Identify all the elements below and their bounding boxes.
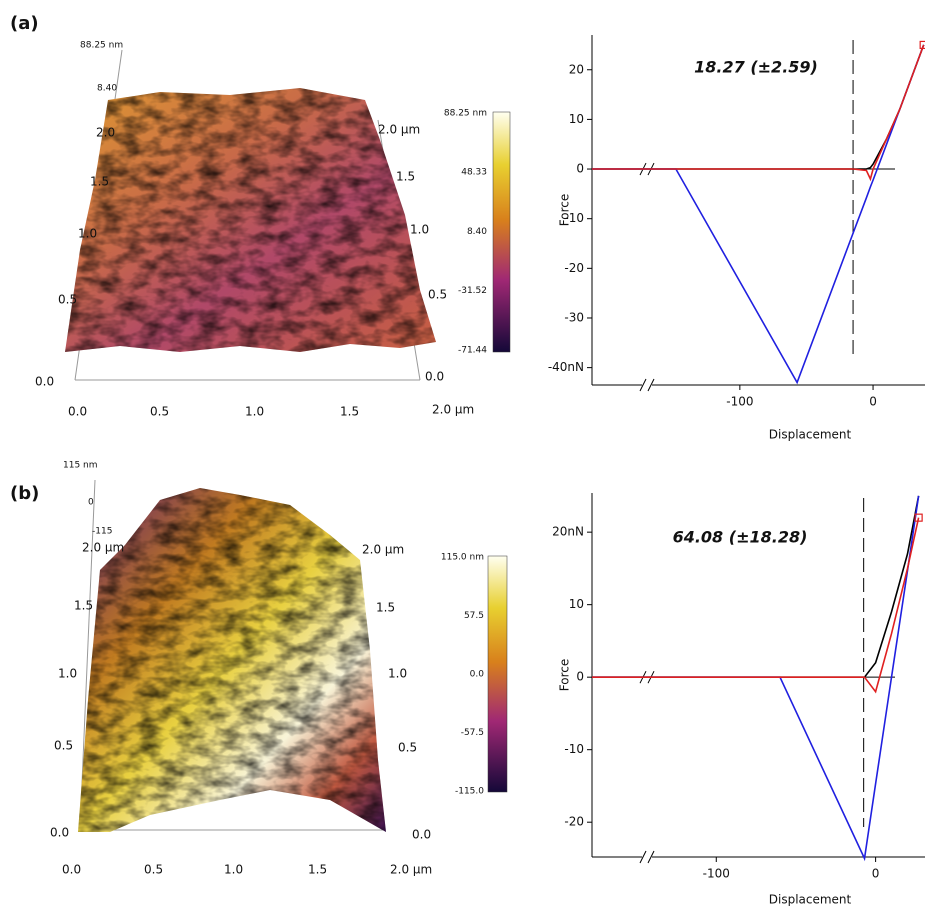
force-curve bbox=[592, 495, 920, 678]
afm-image-b bbox=[78, 479, 508, 832]
y-tick-label: 10 bbox=[569, 112, 584, 126]
z-tick-label: -115 bbox=[92, 527, 112, 537]
z-scale-label: 115 nm bbox=[63, 461, 98, 471]
colorbar-label: 48.33 bbox=[461, 168, 487, 178]
y-tick-label: 0 bbox=[576, 162, 584, 176]
depth-tick-label: 0.5 bbox=[398, 741, 417, 755]
x-tick-label: 0.5 bbox=[150, 405, 169, 419]
y-tick-label: 0.0 bbox=[35, 375, 54, 389]
depth-tick-label: 0.5 bbox=[428, 288, 447, 302]
x-tick-label: 1.5 bbox=[340, 405, 359, 419]
x-tick-label: 1.0 bbox=[245, 405, 264, 419]
y-tick-label: -20 bbox=[564, 815, 584, 829]
colorbar-label: 0.0 bbox=[470, 670, 485, 680]
curve-marker bbox=[914, 513, 923, 522]
y-tick-label: 2.0 µm bbox=[82, 541, 124, 555]
afm-texture bbox=[78, 488, 386, 832]
z-scale-label: 88.25 nm bbox=[80, 41, 123, 51]
x-tick-label: -100 bbox=[726, 395, 753, 409]
panel-label: (b) bbox=[10, 483, 39, 504]
panel-label: (a) bbox=[10, 13, 39, 34]
y-tick-label: 0.5 bbox=[54, 739, 73, 753]
colorbar-label: -31.52 bbox=[458, 286, 487, 296]
axis-break bbox=[642, 851, 652, 863]
y-tick-label: 1.0 bbox=[78, 227, 97, 241]
y-tick-label: 20nN bbox=[552, 525, 584, 539]
x-tick-label: 0 bbox=[869, 395, 877, 409]
afm-image-a bbox=[65, 49, 511, 381]
x-tick-label: 1.5 bbox=[308, 863, 327, 877]
y-tick-label: 1.0 bbox=[58, 667, 77, 681]
y-tick-label: 0 bbox=[576, 670, 584, 684]
annotation: 64.08 (±18.28) bbox=[673, 528, 808, 547]
x-tick-label: -100 bbox=[703, 867, 730, 881]
depth-tick-label: 2.0 µm bbox=[362, 543, 404, 557]
colorbar-label: 8.40 bbox=[467, 227, 487, 237]
colorbar-label: -57.5 bbox=[461, 728, 484, 738]
y-tick-label: 1.5 bbox=[90, 175, 109, 189]
x-tick-label: 0.0 bbox=[62, 863, 81, 877]
depth-tick-label: 2.0 µm bbox=[378, 123, 420, 137]
x-tick-label: 0 bbox=[872, 867, 880, 881]
y-tick-label: 10 bbox=[569, 597, 584, 611]
y-axis-label: Force bbox=[558, 659, 572, 691]
depth-tick-label: 1.5 bbox=[376, 601, 395, 615]
depth-tick-label: 0.0 bbox=[425, 370, 444, 384]
x-tick-label: 1.0 bbox=[224, 863, 243, 877]
y-tick-label: 20 bbox=[569, 62, 584, 76]
y-tick-label: 0.5 bbox=[58, 293, 77, 307]
x-tick-label: 2.0 µm bbox=[390, 863, 432, 877]
x-axis-label: Displacement bbox=[769, 893, 852, 907]
colorbar-label: 88.25 nm bbox=[444, 109, 487, 119]
colorbar-label: -115.0 bbox=[455, 787, 484, 797]
colorbar-label: 57.5 bbox=[464, 611, 484, 621]
depth-tick-label: 0.0 bbox=[412, 828, 431, 842]
axis-break bbox=[639, 378, 655, 392]
x-tick-label: 0.0 bbox=[68, 405, 87, 419]
y-tick-label: 1.5 bbox=[74, 599, 93, 613]
y-tick-label: -20 bbox=[564, 261, 584, 275]
colorbar bbox=[487, 555, 508, 793]
force-curve bbox=[592, 517, 920, 694]
y-tick-label: -40nN bbox=[548, 360, 584, 374]
y-tick-label: 2.0 bbox=[96, 126, 115, 140]
y-tick-label: -10 bbox=[564, 211, 584, 225]
force-curve bbox=[592, 44, 925, 385]
colorbar bbox=[492, 111, 511, 353]
y-tick-label: 0.0 bbox=[50, 826, 69, 840]
axis-break bbox=[639, 850, 655, 864]
colorbar-label: -71.44 bbox=[458, 345, 487, 355]
afm-texture bbox=[65, 88, 436, 352]
y-axis-label: Force bbox=[558, 194, 572, 226]
axis-break bbox=[642, 379, 652, 391]
afm-axis bbox=[79, 479, 96, 831]
force-curve bbox=[592, 44, 925, 182]
depth-tick-label: 1.0 bbox=[388, 667, 407, 681]
depth-tick-label: 1.0 bbox=[410, 223, 429, 237]
colorbar-label: 115.0 nm bbox=[441, 553, 484, 563]
x-tick-label: 0.5 bbox=[144, 863, 163, 877]
x-tick-label: 2.0 µm bbox=[432, 403, 474, 417]
y-tick-label: -10 bbox=[564, 742, 584, 756]
z-tick-label: 0 bbox=[88, 498, 94, 508]
annotation: 18.27 (±2.59) bbox=[694, 58, 818, 77]
x-axis-label: Displacement bbox=[769, 428, 852, 442]
depth-tick-label: 1.5 bbox=[396, 170, 415, 184]
y-tick-label: -30 bbox=[564, 310, 584, 324]
curve-marker bbox=[919, 40, 925, 50]
z-tick-label: 8.40 bbox=[97, 84, 117, 94]
